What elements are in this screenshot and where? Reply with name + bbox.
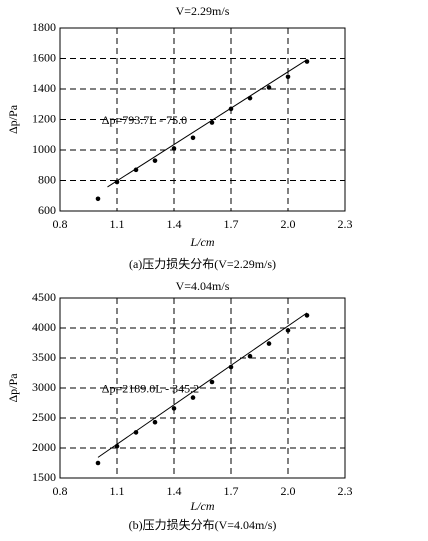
data-point [247, 353, 253, 359]
x-tick-label: 2.3 [338, 217, 353, 231]
data-point [95, 196, 101, 202]
y-tick-label: 800 [38, 172, 56, 186]
y-axis-label: Δp/Pa [6, 104, 20, 134]
data-point [133, 430, 139, 435]
caption: (b)压力损失分布(V=4.04m/s) [129, 517, 277, 532]
y-tick-label: 1200 [32, 111, 56, 125]
y-tick-label: 1000 [32, 142, 56, 156]
x-tick-label: 2.0 [281, 484, 296, 498]
annotation: Δp=2189.0L - 345.2 [102, 382, 199, 396]
y-tick-label: 600 [38, 203, 56, 217]
data-point [152, 158, 158, 163]
x-tick-label: 1.7 [224, 484, 239, 498]
data-point [304, 59, 310, 64]
x-tick-label: 1.1 [110, 217, 125, 231]
data-point [209, 379, 215, 385]
trendline [97, 312, 308, 458]
y-tick-label: 3500 [32, 350, 56, 364]
y-tick-label: 1500 [32, 470, 56, 484]
data-point [304, 313, 310, 318]
data-point [285, 328, 291, 333]
y-tick-label: 1600 [32, 50, 56, 64]
chart-title: V=2.29m/s [176, 4, 230, 18]
y-tick-label: 2500 [32, 410, 56, 424]
data-point [266, 85, 272, 90]
plot-frame [59, 27, 346, 212]
data-point [228, 106, 234, 112]
y-axis-label: Δp/Pa [6, 373, 20, 403]
x-tick-label: 2.3 [338, 484, 353, 498]
x-tick-label: 1.1 [110, 484, 125, 498]
data-point [114, 179, 120, 185]
y-tick-label: 3000 [32, 380, 56, 394]
data-point [152, 419, 158, 425]
x-tick-label: 0.8 [53, 484, 68, 498]
data-point [133, 167, 139, 173]
data-point [171, 146, 177, 151]
y-tick-label: 2000 [32, 440, 56, 454]
x-tick-label: 1.4 [167, 484, 182, 498]
data-point [247, 95, 253, 101]
plot-frame [59, 297, 346, 479]
x-tick-label: 2.0 [281, 217, 296, 231]
x-tick-label: 1.4 [167, 217, 182, 231]
y-tick-label: 4500 [32, 290, 56, 304]
chart-title: V=4.04m/s [176, 279, 230, 293]
y-tick-label: 4000 [32, 320, 56, 334]
data-point [209, 120, 215, 125]
y-tick-label: 1800 [32, 20, 56, 34]
data-point [266, 341, 272, 346]
data-point [171, 406, 177, 411]
x-tick-label: 0.8 [53, 217, 68, 231]
data-point [190, 395, 196, 400]
caption: (a)压力损失分布(V=2.29m/s) [129, 256, 276, 271]
data-point [190, 135, 196, 141]
x-axis-label: L/cm [190, 499, 215, 513]
x-tick-label: 1.7 [224, 217, 239, 231]
data-point [228, 364, 234, 370]
x-axis-label: L/cm [190, 235, 215, 249]
data-point [95, 460, 101, 466]
data-point [114, 443, 120, 449]
y-tick-label: 1400 [32, 81, 56, 95]
trendline [107, 59, 308, 188]
data-point [285, 74, 291, 80]
annotation: Δp=793.7L - 75.0 [102, 113, 187, 127]
